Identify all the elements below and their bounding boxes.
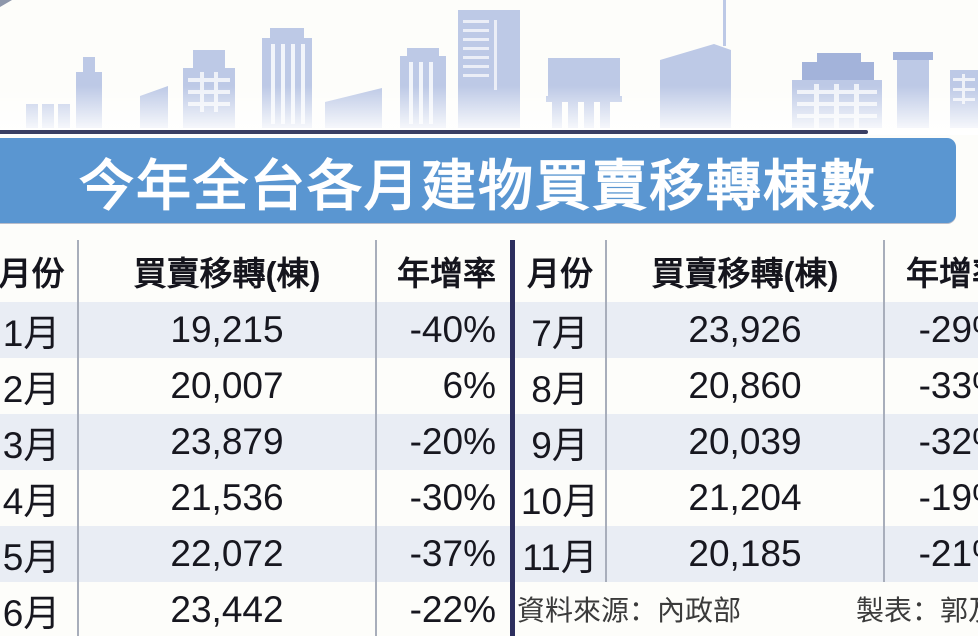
rate-cell: -37% xyxy=(409,533,496,574)
rate-cell: 6% xyxy=(442,365,496,406)
month-cell: 3月 xyxy=(2,425,61,466)
page-title: 今年全台各月建物買賣移轉棟數 xyxy=(78,154,877,217)
table-middle-divider xyxy=(510,240,515,636)
count-cell: 23,442 xyxy=(77,582,377,636)
data-table: 月份 買賣移轉(棟) 年增率 1月 19,215 -40% 2月 20,007 … xyxy=(0,240,978,636)
table-row: 8月 20,860 -33% xyxy=(515,358,978,414)
table-header-row: 月份 買賣移轉(棟) 年增率 xyxy=(515,240,978,302)
month-cell: 2月 xyxy=(2,369,61,410)
table-row: 7月 23,926 -29% xyxy=(515,302,978,358)
table-row: 6月 23,442 -22% xyxy=(0,582,510,636)
count-cell: 23,926 xyxy=(605,302,885,358)
header-rate: 年增率 xyxy=(906,255,978,292)
rate-cell: -22% xyxy=(409,589,496,630)
rate-cell: -21% xyxy=(918,533,978,574)
count-cell: 20,039 xyxy=(605,414,885,470)
table-row: 10月 21,204 -19% xyxy=(515,470,978,526)
month-cell: 11月 xyxy=(522,537,598,578)
count-cell: 23,879 xyxy=(77,414,377,470)
count-cell: 20,860 xyxy=(605,358,885,414)
month-cell: 5月 xyxy=(2,537,61,578)
count-cell: 20,185 xyxy=(605,526,885,582)
rate-cell: -33% xyxy=(918,365,978,406)
data-source-label: 資料來源：內政部 xyxy=(517,595,742,626)
table-row: 5月 22,072 -37% xyxy=(0,526,510,582)
header-rate: 年增率 xyxy=(397,255,496,292)
month-cell: 9月 xyxy=(531,425,589,466)
table-row: 11月 20,185 -21% xyxy=(515,526,978,582)
header-month: 月份 xyxy=(0,255,65,292)
header-count: 買賣移轉(棟) xyxy=(77,240,377,302)
count-cell: 20,007 xyxy=(77,358,377,414)
table-footer-row: 資料來源：內政部 製表：郭及 xyxy=(515,582,978,636)
rate-cell: -19% xyxy=(918,477,978,518)
month-cell: 1月 xyxy=(2,313,61,354)
table-right-half: 月份 買賣移轉(棟) 年增率 7月 23,926 -29% 8月 20,860 … xyxy=(515,240,978,636)
count-cell: 22,072 xyxy=(77,526,377,582)
table-left-half: 月份 買賣移轉(棟) 年增率 1月 19,215 -40% 2月 20,007 … xyxy=(0,240,510,636)
table-row: 4月 21,536 -30% xyxy=(0,470,510,526)
corner-mark xyxy=(0,0,12,7)
month-cell: 7月 xyxy=(531,313,589,354)
table-row: 2月 20,007 6% xyxy=(0,358,510,414)
month-cell: 4月 xyxy=(2,481,61,522)
rate-cell: -30% xyxy=(409,477,496,518)
month-cell: 10月 xyxy=(520,481,600,522)
rate-cell: -20% xyxy=(409,421,496,462)
header-month: 月份 xyxy=(527,255,593,292)
rate-cell: -32% xyxy=(918,421,978,462)
table-row: 1月 19,215 -40% xyxy=(0,302,510,358)
table-header-row: 月份 買賣移轉(棟) 年增率 xyxy=(0,240,510,302)
banner-top-edge xyxy=(0,130,868,134)
credit-label: 製表：郭及 xyxy=(856,595,978,626)
rate-cell: -40% xyxy=(409,309,496,350)
title-banner: 今年全台各月建物買賣移轉棟數 xyxy=(0,138,956,223)
count-cell: 19,215 xyxy=(77,302,377,358)
count-cell: 21,536 xyxy=(77,470,377,526)
rate-cell: -29% xyxy=(918,309,978,350)
table-row: 3月 23,879 -20% xyxy=(0,414,510,470)
month-cell: 8月 xyxy=(531,369,589,410)
header-count: 買賣移轉(棟) xyxy=(605,240,885,302)
count-cell: 21,204 xyxy=(605,470,885,526)
city-skyline-illustration xyxy=(0,0,978,135)
month-cell: 6月 xyxy=(2,593,61,634)
table-row: 9月 20,039 -32% xyxy=(515,414,978,470)
